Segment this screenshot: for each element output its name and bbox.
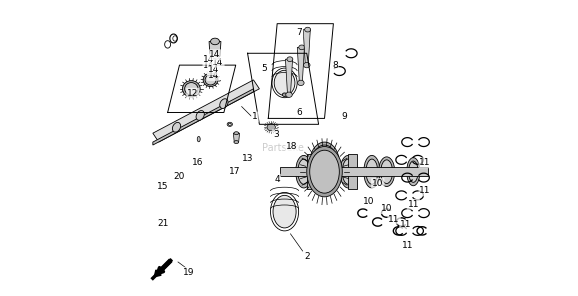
Ellipse shape [287, 57, 293, 62]
Ellipse shape [184, 83, 198, 95]
Ellipse shape [340, 155, 357, 188]
Ellipse shape [296, 155, 312, 188]
Polygon shape [348, 154, 357, 189]
Ellipse shape [303, 62, 310, 68]
Ellipse shape [307, 147, 342, 197]
Text: 10: 10 [372, 179, 384, 188]
Polygon shape [234, 133, 239, 142]
Text: 14: 14 [203, 61, 215, 70]
Polygon shape [153, 89, 254, 145]
Ellipse shape [305, 27, 310, 32]
Text: Partséke: Partséke [262, 143, 304, 153]
Text: 14: 14 [208, 71, 219, 80]
Polygon shape [153, 80, 260, 142]
Text: 19: 19 [183, 268, 194, 277]
Ellipse shape [227, 122, 232, 126]
Ellipse shape [409, 161, 418, 182]
Text: 11: 11 [388, 215, 400, 223]
Text: 6: 6 [297, 108, 302, 117]
Ellipse shape [272, 68, 297, 98]
Ellipse shape [183, 81, 200, 97]
FancyArrow shape [154, 259, 172, 277]
Text: 12: 12 [187, 89, 198, 98]
Ellipse shape [310, 142, 339, 184]
Ellipse shape [220, 99, 228, 108]
Text: 9: 9 [341, 112, 347, 121]
Ellipse shape [379, 157, 395, 186]
Text: 4: 4 [275, 175, 280, 184]
Ellipse shape [273, 195, 296, 228]
Text: 10: 10 [363, 197, 375, 206]
Ellipse shape [210, 38, 220, 45]
Text: 21: 21 [158, 219, 169, 228]
Ellipse shape [271, 192, 299, 231]
Text: 11: 11 [400, 221, 412, 229]
Polygon shape [307, 154, 316, 189]
Ellipse shape [316, 155, 333, 188]
Ellipse shape [203, 73, 218, 87]
Text: 15: 15 [157, 182, 169, 191]
Text: 16: 16 [191, 158, 203, 167]
Ellipse shape [205, 75, 216, 85]
Text: 17: 17 [228, 167, 240, 176]
Text: 5: 5 [261, 64, 266, 73]
Polygon shape [280, 167, 428, 176]
Ellipse shape [318, 159, 331, 184]
Ellipse shape [366, 159, 378, 184]
Ellipse shape [196, 111, 204, 120]
Polygon shape [303, 30, 310, 65]
Text: 14: 14 [208, 65, 219, 74]
Ellipse shape [172, 123, 181, 132]
Text: 18: 18 [286, 142, 298, 151]
Ellipse shape [228, 123, 231, 126]
Ellipse shape [364, 155, 380, 188]
Ellipse shape [299, 45, 305, 50]
Ellipse shape [282, 93, 287, 96]
Polygon shape [328, 154, 336, 189]
Text: 14: 14 [203, 55, 215, 64]
Polygon shape [286, 59, 292, 95]
Ellipse shape [234, 132, 239, 135]
Ellipse shape [312, 145, 337, 181]
Text: 7: 7 [297, 28, 302, 37]
Ellipse shape [274, 70, 295, 96]
Text: 11: 11 [402, 241, 413, 250]
Text: 10: 10 [381, 204, 392, 213]
Text: 13: 13 [242, 154, 253, 163]
Ellipse shape [342, 159, 354, 184]
Text: 11: 11 [420, 186, 431, 195]
Ellipse shape [234, 141, 239, 144]
Ellipse shape [210, 53, 220, 59]
Text: 14: 14 [209, 50, 221, 59]
Polygon shape [209, 41, 221, 56]
Text: 11: 11 [420, 158, 431, 167]
Text: 11: 11 [407, 200, 419, 209]
Text: 3: 3 [273, 130, 279, 139]
Ellipse shape [407, 158, 420, 186]
Ellipse shape [267, 124, 275, 131]
Text: 1: 1 [252, 112, 258, 121]
Text: 14: 14 [212, 58, 224, 67]
Text: 20: 20 [174, 172, 185, 181]
Ellipse shape [286, 92, 292, 97]
Ellipse shape [298, 159, 310, 184]
Polygon shape [297, 47, 305, 83]
Ellipse shape [298, 80, 304, 86]
Ellipse shape [310, 150, 339, 193]
Text: 2: 2 [305, 252, 310, 260]
Ellipse shape [381, 160, 392, 184]
Ellipse shape [197, 136, 200, 142]
Text: 8: 8 [332, 61, 338, 70]
